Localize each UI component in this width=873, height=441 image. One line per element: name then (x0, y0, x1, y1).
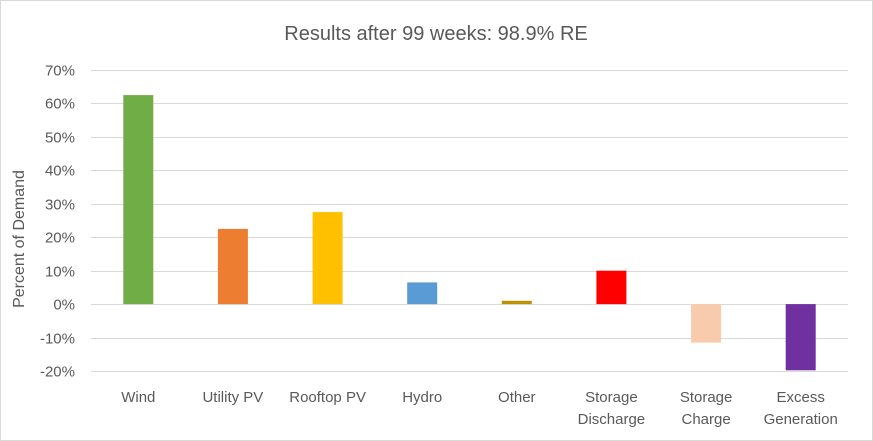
y-axis-tick-labels: 70% 60% 50% 40% 30% 20% 10% 0% -10% -20% (40, 63, 75, 381)
y-tick-label: 0% (53, 297, 75, 314)
y-tick-label: 40% (45, 163, 75, 180)
bar-storage-charge (691, 304, 722, 343)
y-tick-label: 20% (45, 230, 75, 247)
bar-wind (123, 95, 154, 305)
bar-rooftop-pv (312, 212, 343, 305)
bar-hydro (407, 282, 438, 305)
chart-title: Results after 99 weeks: 98.9% RE (284, 23, 587, 45)
y-tick-label: 70% (45, 63, 75, 80)
bar-other (501, 300, 532, 305)
x-tick-label: Excess Generation (764, 389, 838, 428)
y-tick-label: -10% (40, 331, 75, 348)
y-tick-label: 30% (45, 197, 75, 214)
y-axis-title: Percent of Demand (11, 170, 28, 308)
x-tick-label: Other (498, 389, 536, 406)
x-tick-label: Hydro (402, 389, 442, 406)
y-tick-label: 10% (45, 264, 75, 281)
bar-storage-discharge (596, 270, 627, 305)
y-tick-label: 60% (45, 96, 75, 113)
x-tick-label: Utility PV (202, 389, 263, 406)
x-tick-label: Storage Discharge (578, 389, 646, 428)
y-tick-label: -20% (40, 364, 75, 381)
y-tick-label: 50% (45, 130, 75, 147)
gridlines (91, 70, 848, 372)
x-tick-label: Storage Charge (680, 389, 733, 428)
x-axis-tick-labels: Wind Utility PV Rooftop PV Hydro Other Storag… (121, 389, 838, 428)
x-tick-label: Rooftop PV (289, 389, 366, 406)
bar-utility-pv (217, 228, 248, 305)
bar-excess-generation (785, 304, 816, 371)
x-tick-label: Wind (121, 389, 155, 406)
bars (123, 95, 816, 371)
